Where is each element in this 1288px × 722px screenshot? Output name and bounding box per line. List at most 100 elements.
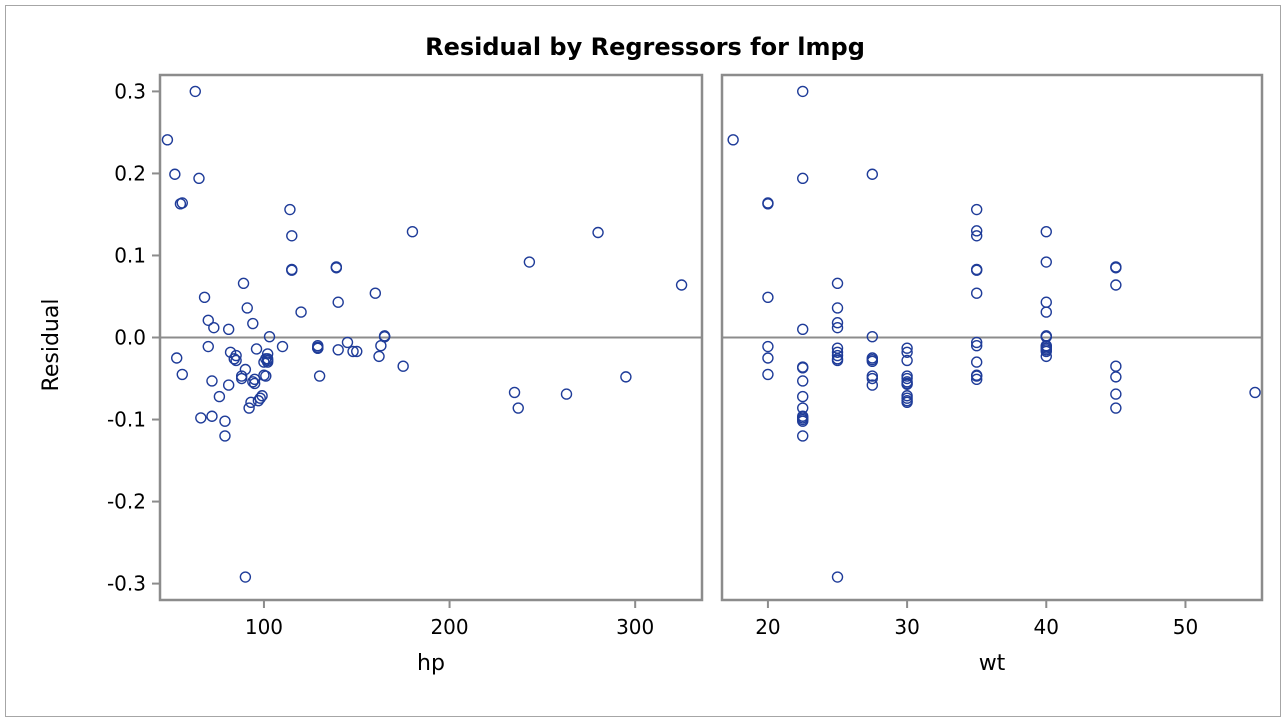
- data-point: [341, 336, 354, 349]
- data-point: [970, 230, 983, 242]
- data-point: [797, 430, 809, 442]
- data-point: [332, 344, 344, 356]
- data-point: [369, 287, 382, 299]
- data-point: [286, 264, 298, 276]
- data-point: [171, 352, 183, 364]
- data-point: [727, 134, 739, 146]
- data-point: [901, 377, 913, 390]
- y-tick-label: -0.2: [107, 490, 146, 514]
- data-point: [797, 362, 809, 374]
- data-point: [1040, 296, 1052, 308]
- data-point: [219, 415, 231, 427]
- data-point: [224, 346, 237, 358]
- data-point: [237, 277, 250, 290]
- chart-title: Residual by Regressors for lmpg: [425, 33, 865, 61]
- data-point: [970, 356, 983, 368]
- data-point: [378, 330, 391, 342]
- data-point: [675, 279, 688, 291]
- data-point: [1040, 350, 1052, 363]
- data-point: [1110, 371, 1122, 383]
- data-point: [970, 340, 983, 352]
- data-point: [254, 392, 266, 404]
- data-point: [169, 168, 181, 180]
- data-point: [195, 412, 207, 424]
- data-point: [206, 375, 218, 387]
- data-point: [222, 323, 235, 335]
- data-point: [230, 349, 242, 362]
- data-point: [970, 373, 983, 386]
- data-point: [901, 372, 913, 385]
- data-point: [592, 226, 604, 239]
- data-point: [347, 345, 359, 358]
- data-point: [1110, 279, 1122, 291]
- data-point: [866, 372, 879, 385]
- data-point: [248, 377, 261, 390]
- data-point: [762, 198, 774, 210]
- x-axis-label: hp: [417, 651, 445, 676]
- panels: 100 200 300 hp 20 30 40 50 wt: [158, 73, 1264, 676]
- x-tick-label: 200: [430, 615, 468, 639]
- data-point: [351, 345, 363, 358]
- data-point: [312, 341, 324, 354]
- data-point: [313, 370, 326, 382]
- data-point: [1040, 256, 1052, 268]
- y-axis-label: Residual: [39, 299, 64, 392]
- x-tick-label: 20: [755, 615, 780, 639]
- y-tick-label: 0.3: [114, 79, 146, 103]
- data-point: [1249, 386, 1261, 399]
- data-point: [901, 346, 913, 358]
- x-axis-label: wt: [979, 651, 1006, 676]
- data-point: [250, 343, 263, 355]
- data-point: [866, 330, 879, 343]
- data-point: [230, 354, 242, 367]
- data-point: [263, 330, 276, 343]
- y-tick-label: 0.1: [114, 243, 146, 267]
- x-tick-label: 40: [1034, 615, 1059, 639]
- data-point: [866, 355, 879, 367]
- data-point: [245, 396, 257, 409]
- data-point: [970, 264, 983, 276]
- data-point: [1040, 225, 1052, 238]
- data-point: [176, 197, 188, 209]
- data-point: [397, 360, 409, 372]
- data-point: [797, 323, 809, 335]
- data-point: [797, 85, 809, 98]
- panel-hp: 100 200 300 hp: [158, 73, 704, 676]
- data-point: [797, 375, 809, 387]
- data-point: [797, 172, 809, 185]
- data-point: [620, 371, 632, 383]
- data-point: [261, 348, 274, 360]
- data-point: [762, 291, 774, 304]
- data-point: [406, 225, 419, 238]
- data-point: [523, 256, 536, 268]
- data-point: [260, 370, 272, 382]
- data-point: [284, 203, 296, 216]
- data-point: [247, 317, 259, 330]
- data-point: [901, 396, 913, 409]
- y-axis: 0.3 0.2 0.1 0.0 -0.1 -0.2 -0.3: [107, 79, 160, 596]
- data-point: [161, 134, 174, 146]
- data-point: [241, 302, 253, 314]
- data-point: [512, 402, 524, 414]
- data-point: [239, 363, 252, 376]
- data-point: [831, 571, 844, 583]
- data-point: [831, 349, 844, 362]
- chart-frame: [5, 5, 1281, 717]
- data-point: [213, 390, 226, 403]
- data-point: [970, 203, 983, 216]
- data-point: [831, 354, 844, 367]
- data-point: [219, 430, 231, 442]
- y-tick-label: 0.0: [114, 326, 146, 350]
- data-point: [508, 386, 521, 399]
- data-point: [901, 342, 913, 354]
- y-tick-label: -0.1: [107, 408, 146, 432]
- data-point: [202, 340, 214, 353]
- data-point: [560, 388, 573, 400]
- data-point: [866, 379, 879, 391]
- data-point: [256, 390, 268, 402]
- data-point: [831, 346, 844, 358]
- data-point: [261, 354, 274, 367]
- data-point: [202, 314, 214, 326]
- data-point: [193, 172, 205, 185]
